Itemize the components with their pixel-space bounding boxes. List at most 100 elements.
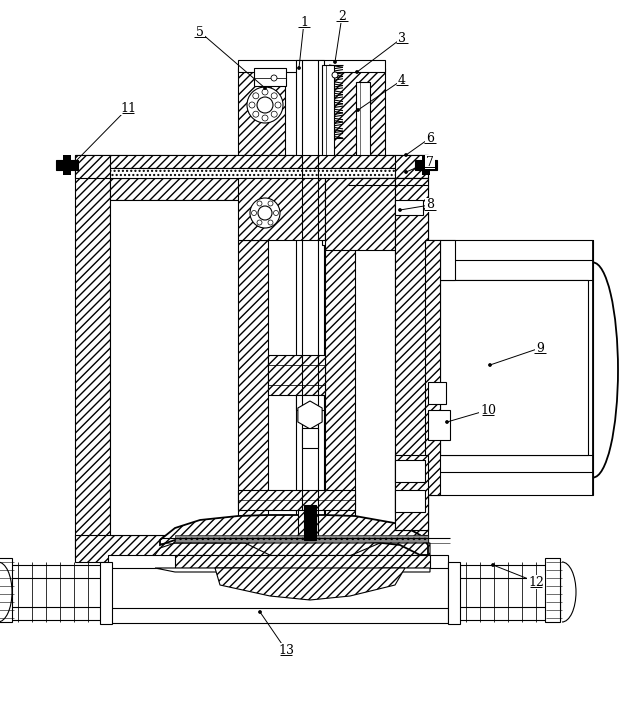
Polygon shape	[425, 240, 440, 495]
Circle shape	[258, 610, 261, 613]
Polygon shape	[238, 490, 355, 510]
Bar	[428, 382, 446, 404]
Bar	[298, 510, 316, 538]
Circle shape	[257, 201, 262, 206]
Bar	[238, 60, 385, 72]
Bar	[254, 68, 286, 86]
Circle shape	[271, 93, 277, 99]
Circle shape	[271, 75, 277, 81]
Circle shape	[252, 210, 256, 215]
Polygon shape	[160, 515, 428, 555]
Polygon shape	[75, 155, 110, 560]
Circle shape	[249, 102, 255, 108]
Text: 4: 4	[398, 73, 406, 87]
Bar	[322, 65, 334, 245]
Circle shape	[253, 111, 259, 117]
Text: 10: 10	[480, 403, 496, 417]
Text: 11: 11	[120, 101, 136, 115]
Polygon shape	[320, 68, 385, 155]
Circle shape	[404, 153, 407, 156]
Circle shape	[258, 206, 272, 220]
Bar	[395, 200, 423, 215]
Bar	[0, 565, 110, 620]
Bar	[296, 60, 324, 540]
Bar	[428, 410, 450, 440]
Bar	[63, 155, 71, 175]
Circle shape	[253, 93, 259, 99]
Circle shape	[445, 420, 448, 424]
Polygon shape	[268, 355, 325, 395]
Polygon shape	[325, 240, 355, 535]
Polygon shape	[175, 555, 430, 568]
Polygon shape	[215, 568, 405, 600]
Circle shape	[268, 220, 273, 225]
Bar	[56, 160, 78, 170]
Circle shape	[273, 210, 278, 215]
Polygon shape	[395, 155, 428, 560]
Bar	[304, 505, 316, 540]
Text: 3: 3	[398, 32, 406, 44]
Circle shape	[491, 563, 494, 567]
Text: 12: 12	[528, 575, 544, 589]
Text: 8: 8	[426, 199, 434, 211]
Polygon shape	[110, 155, 395, 168]
Circle shape	[262, 89, 268, 95]
Circle shape	[333, 61, 337, 63]
Circle shape	[250, 198, 280, 228]
Polygon shape	[325, 178, 395, 250]
Polygon shape	[75, 535, 428, 562]
Polygon shape	[395, 178, 428, 530]
Circle shape	[355, 70, 358, 73]
Bar	[415, 160, 437, 170]
Circle shape	[489, 363, 491, 367]
Polygon shape	[0, 558, 12, 622]
Polygon shape	[238, 240, 268, 535]
Circle shape	[257, 97, 273, 113]
Bar	[302, 428, 318, 448]
Bar	[100, 562, 112, 624]
Circle shape	[247, 87, 283, 123]
Bar	[356, 82, 370, 162]
Text: 7: 7	[426, 156, 434, 168]
Bar	[110, 200, 395, 535]
Circle shape	[73, 161, 76, 163]
Polygon shape	[298, 401, 322, 429]
Text: 9: 9	[536, 341, 544, 355]
Polygon shape	[155, 543, 430, 572]
Polygon shape	[110, 178, 395, 200]
Bar	[395, 490, 425, 512]
Circle shape	[356, 108, 360, 111]
Text: 1: 1	[300, 15, 308, 28]
Circle shape	[268, 201, 273, 206]
Circle shape	[263, 87, 266, 89]
Polygon shape	[110, 168, 395, 178]
Polygon shape	[238, 178, 325, 240]
Polygon shape	[75, 155, 428, 178]
Bar	[440, 240, 455, 280]
Polygon shape	[395, 455, 428, 530]
Bar	[296, 395, 324, 410]
Text: 2: 2	[338, 9, 346, 23]
Text: 5: 5	[196, 25, 204, 39]
Bar	[425, 240, 593, 495]
Text: 6: 6	[426, 132, 434, 144]
Circle shape	[257, 220, 262, 225]
Bar	[448, 562, 460, 624]
Bar	[422, 155, 430, 175]
Circle shape	[332, 72, 338, 78]
Polygon shape	[348, 178, 395, 200]
Polygon shape	[155, 568, 430, 585]
Circle shape	[275, 102, 281, 108]
Bar	[395, 460, 425, 482]
Polygon shape	[238, 68, 285, 155]
Circle shape	[271, 111, 277, 117]
Polygon shape	[545, 558, 560, 622]
Polygon shape	[175, 535, 428, 542]
Bar	[440, 280, 588, 455]
Circle shape	[262, 115, 268, 121]
Bar	[108, 555, 448, 623]
Bar	[450, 565, 560, 620]
Circle shape	[297, 66, 301, 70]
Circle shape	[399, 208, 402, 211]
Circle shape	[404, 170, 407, 173]
